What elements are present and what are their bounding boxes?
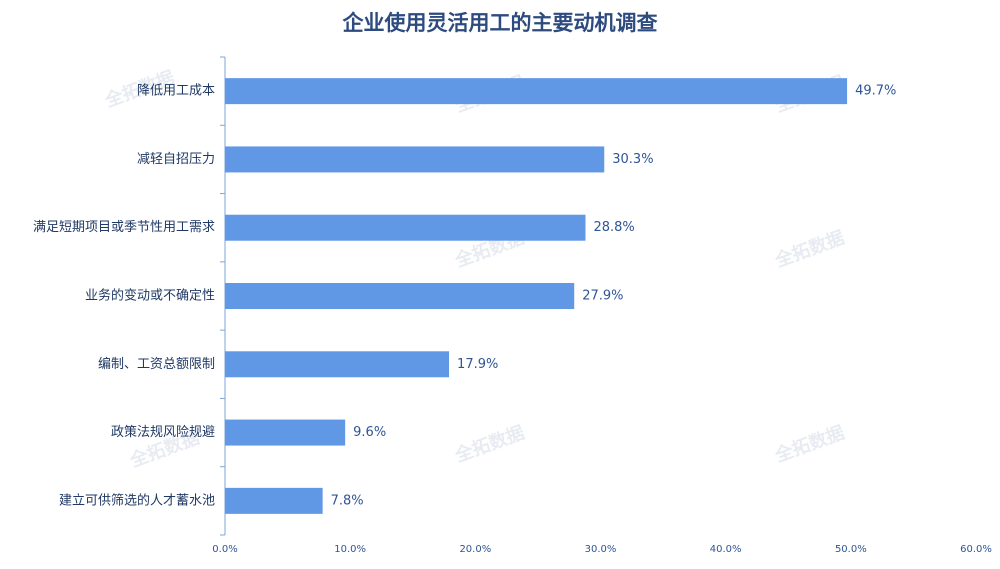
bar xyxy=(225,487,323,514)
y-tick-label: 编制、工资总额限制 xyxy=(98,357,215,372)
x-tick-label: 10.0% xyxy=(334,544,366,555)
value-label: 7.8% xyxy=(331,493,364,508)
chart-title: 企业使用灵活用工的主要动机调查 xyxy=(342,11,658,35)
x-tick-label: 60.0% xyxy=(960,544,992,555)
x-tick-label: 50.0% xyxy=(835,544,867,555)
x-tick-label: 40.0% xyxy=(710,544,742,555)
y-tick-label: 满足短期项目或季节性用工需求 xyxy=(33,220,215,235)
watermark: 全拓数据 xyxy=(451,421,527,467)
value-label: 27.9% xyxy=(582,289,623,304)
x-tick-label: 0.0% xyxy=(212,544,237,555)
y-tick-label: 政策法规风险规避 xyxy=(111,424,215,440)
y-tick-label: 建立可供筛选的人才蓄水池 xyxy=(59,492,215,508)
value-label: 9.6% xyxy=(353,425,386,440)
bar xyxy=(225,214,586,241)
value-label: 49.7% xyxy=(855,84,896,99)
y-tick-label: 业务的变动或不确定性 xyxy=(85,288,215,304)
bar xyxy=(225,351,450,378)
bar xyxy=(225,78,848,105)
value-label: 30.3% xyxy=(612,152,653,167)
watermark: 全拓数据 xyxy=(771,226,847,272)
y-tick-label: 降低用工成本 xyxy=(137,84,215,99)
value-label: 28.8% xyxy=(593,220,634,235)
bar xyxy=(225,419,346,446)
bar xyxy=(225,283,575,309)
x-tick-label: 30.0% xyxy=(585,544,617,555)
value-label: 17.9% xyxy=(457,357,498,372)
bar xyxy=(225,146,605,173)
x-tick-label: 20.0% xyxy=(459,544,491,555)
y-tick-label: 减轻自招压力 xyxy=(137,152,215,167)
watermark: 全拓数据 xyxy=(771,421,847,467)
